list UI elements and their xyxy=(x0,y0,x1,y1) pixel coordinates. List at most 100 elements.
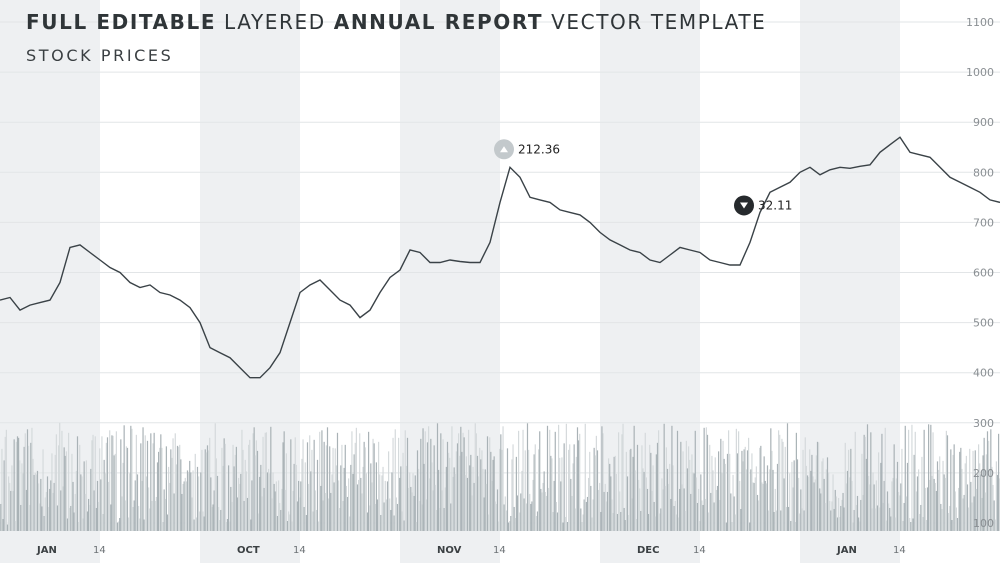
volume-bar xyxy=(985,454,987,531)
volume-bar xyxy=(68,432,70,531)
volume-bar xyxy=(541,492,543,531)
volume-bar xyxy=(52,492,54,531)
volume-bar xyxy=(834,489,836,531)
volume-bar xyxy=(232,444,234,531)
volume-bar xyxy=(456,443,459,531)
volume-bar xyxy=(112,435,114,531)
volume-bar xyxy=(59,422,61,531)
volume-bar xyxy=(432,490,434,531)
volume-bar xyxy=(266,472,269,531)
volume-bar xyxy=(520,493,522,531)
volume-bar xyxy=(32,458,34,531)
volume-bar xyxy=(854,431,856,531)
volume-bar xyxy=(300,481,302,531)
volume-bar xyxy=(581,521,583,531)
volume-bar xyxy=(240,473,242,531)
volume-bar xyxy=(935,490,937,531)
volume-bar xyxy=(36,470,39,531)
volume-bar xyxy=(435,509,437,531)
volume-bar xyxy=(752,482,754,531)
volume-bar xyxy=(558,424,560,531)
volume-bar xyxy=(979,463,981,531)
volume-bar xyxy=(862,494,864,531)
volume-bar xyxy=(693,473,695,531)
volume-bars xyxy=(0,422,1000,531)
volume-bar xyxy=(810,470,812,531)
volume-bar xyxy=(791,461,793,531)
volume-bar xyxy=(422,428,424,531)
volume-bar xyxy=(53,482,55,531)
volume-bar xyxy=(845,483,847,531)
volume-bar xyxy=(762,483,764,531)
volume-bar xyxy=(729,453,731,531)
volume-bar xyxy=(802,449,804,531)
volume-bar xyxy=(72,481,74,531)
volume-bar xyxy=(803,510,805,531)
volume-bar xyxy=(705,427,707,531)
volume-bar xyxy=(700,474,702,531)
volume-bar xyxy=(384,480,386,531)
volume-bar xyxy=(448,452,450,531)
volume-bar xyxy=(150,433,152,531)
volume-bar xyxy=(104,473,106,531)
volume-bar xyxy=(615,473,617,531)
volume-bar xyxy=(876,505,879,531)
volume-bar xyxy=(933,478,935,531)
volume-bar xyxy=(849,477,851,531)
volume-bar xyxy=(366,512,369,531)
volume-bar xyxy=(635,518,637,531)
volume-bar xyxy=(159,447,161,531)
volume-bar xyxy=(124,500,126,531)
annotation-label: 212.36 xyxy=(518,142,560,156)
volume-bar xyxy=(322,500,324,531)
volume-bar xyxy=(620,511,622,531)
volume-bar xyxy=(16,436,19,531)
x-tick-day: 14 xyxy=(293,545,306,556)
volume-bar xyxy=(858,517,860,531)
volume-bar xyxy=(210,477,212,531)
volume-bar xyxy=(361,493,363,531)
volume-bar xyxy=(996,474,999,531)
volume-bar xyxy=(4,436,6,531)
volume-bar xyxy=(106,437,109,531)
volume-bar xyxy=(718,451,720,531)
volume-bar xyxy=(122,462,124,531)
volume-bar xyxy=(252,433,254,531)
volume-bar xyxy=(816,441,819,531)
volume-bar xyxy=(185,481,187,531)
volume-bar xyxy=(551,458,553,531)
volume-bar xyxy=(93,490,95,531)
volume-bar xyxy=(70,505,72,531)
volume-bar xyxy=(823,478,825,531)
volume-bar xyxy=(205,452,207,531)
annotation-label: 32.11 xyxy=(758,198,792,212)
volume-bar xyxy=(96,480,99,531)
title-part-2: LAYERED xyxy=(224,10,326,34)
volume-bar xyxy=(753,482,755,531)
volume-bar xyxy=(565,423,567,531)
volume-bar xyxy=(926,487,929,531)
volume-bar xyxy=(154,500,156,531)
volume-bar xyxy=(364,447,366,531)
volume-bar xyxy=(765,483,767,531)
volume-bar xyxy=(944,477,946,531)
volume-bar xyxy=(214,423,216,531)
volume-bar xyxy=(315,509,317,531)
volume-bar xyxy=(223,438,225,531)
volume-bar xyxy=(646,488,649,531)
volume-bar xyxy=(194,453,196,531)
volume-bar xyxy=(531,501,533,531)
volume-bar xyxy=(101,436,103,531)
volume-bar xyxy=(864,436,866,531)
volume-bar xyxy=(21,463,23,531)
volume-bar xyxy=(699,520,701,531)
volume-bar xyxy=(975,488,977,531)
volume-bar xyxy=(790,520,792,531)
volume-bar xyxy=(131,428,133,531)
volume-bar xyxy=(860,499,862,531)
volume-bar xyxy=(355,427,357,531)
volume-bar xyxy=(734,514,736,531)
volume-bar xyxy=(656,442,659,531)
volume-bar xyxy=(292,490,294,531)
